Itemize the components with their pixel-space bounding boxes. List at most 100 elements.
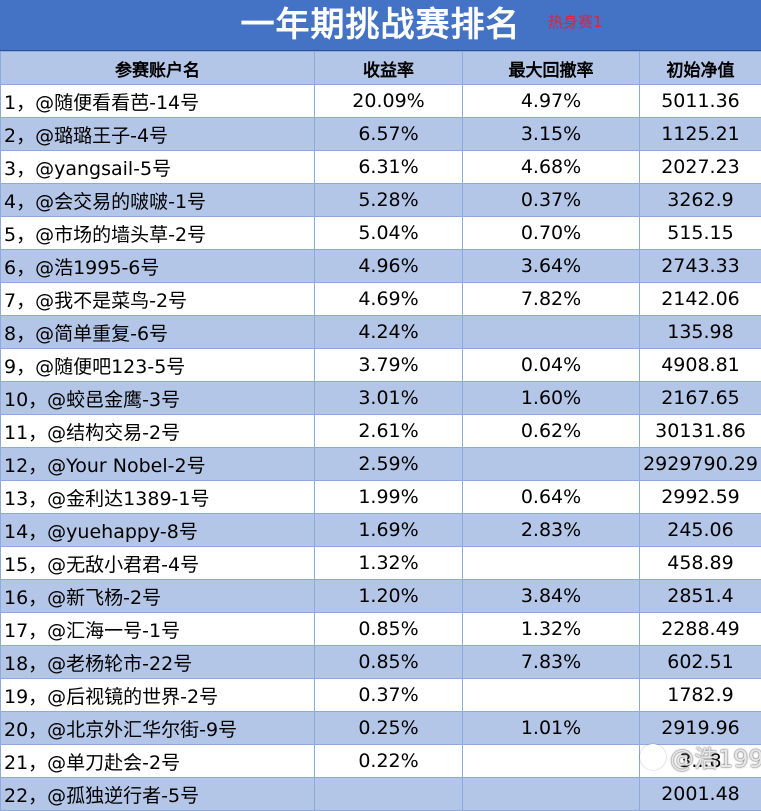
cell-nav: 1125.21 bbox=[640, 118, 761, 151]
cell-nav: 1782.9 bbox=[640, 679, 761, 712]
cell-nav: 4908.81 bbox=[640, 349, 761, 382]
cell-drawdown bbox=[463, 547, 640, 580]
cell-return: 6.57% bbox=[315, 118, 463, 151]
cell-account-name: 1，@随便看看芭-14号 bbox=[1, 85, 315, 118]
cell-drawdown: 3.84% bbox=[463, 580, 640, 613]
cell-nav: 2027.23 bbox=[640, 151, 761, 184]
cell-nav: 3262.9 bbox=[640, 184, 761, 217]
cell-drawdown: 0.70% bbox=[463, 217, 640, 250]
cell-drawdown: 7.83% bbox=[463, 646, 640, 679]
column-header-nav: 初始净值 bbox=[640, 52, 761, 85]
cell-account-name: 12，@Your Nobel-2号 bbox=[1, 448, 315, 481]
cell-return: 2.59% bbox=[315, 448, 463, 481]
cell-nav: 2167.65 bbox=[640, 382, 761, 415]
cell-account-name: 8，@简单重复-6号 bbox=[1, 316, 315, 349]
cell-drawdown: 0.04% bbox=[463, 349, 640, 382]
cell-return: 0.85% bbox=[315, 646, 463, 679]
column-header-account: 参赛账户名 bbox=[1, 52, 315, 85]
cell-drawdown: 4.97% bbox=[463, 85, 640, 118]
cell-nav: 2929790.29 bbox=[640, 448, 761, 481]
title-bar: 一年期挑战赛排名 热身赛1 bbox=[0, 0, 761, 51]
subtitle-badge: 热身赛1 bbox=[548, 12, 603, 32]
header-row: 参赛账户名 收益率 最大回撤率 初始净值 bbox=[1, 52, 761, 85]
cell-account-name: 10，@蛟邑金鹰-3号 bbox=[1, 382, 315, 415]
cell-return: 3.01% bbox=[315, 382, 463, 415]
cell-nav: 458.89 bbox=[640, 547, 761, 580]
watermark: @浩1995 bbox=[640, 744, 761, 774]
cell-return: 1.32% bbox=[315, 547, 463, 580]
cell-return: 1.69% bbox=[315, 514, 463, 547]
cell-account-name: 22，@孤独逆行者-5号 bbox=[1, 778, 315, 811]
cell-account-name: 21，@单刀赴会-2号 bbox=[1, 745, 315, 778]
cell-drawdown: 4.68% bbox=[463, 151, 640, 184]
cell-return: 0.22% bbox=[315, 745, 463, 778]
cell-return: 0.85% bbox=[315, 613, 463, 646]
cell-account-name: 6，@浩1995-6号 bbox=[1, 250, 315, 283]
cell-drawdown: 0.64% bbox=[463, 481, 640, 514]
cell-account-name: 15，@无敌小君君-4号 bbox=[1, 547, 315, 580]
cell-account-name: 3，@yangsail-5号 bbox=[1, 151, 315, 184]
cell-drawdown: 7.82% bbox=[463, 283, 640, 316]
cell-drawdown: 0.37% bbox=[463, 184, 640, 217]
cell-account-name: 2，@璐璐王子-4号 bbox=[1, 118, 315, 151]
cell-drawdown bbox=[463, 745, 640, 778]
column-header-return: 收益率 bbox=[315, 52, 463, 85]
cell-nav: 2001.48 bbox=[640, 778, 761, 811]
cell-nav: 2288.49 bbox=[640, 613, 761, 646]
cell-return: 5.04% bbox=[315, 217, 463, 250]
cell-drawdown: 1.32% bbox=[463, 613, 640, 646]
cell-return: 4.96% bbox=[315, 250, 463, 283]
cell-nav: 515.15 bbox=[640, 217, 761, 250]
cell-nav: 2919.96 bbox=[640, 712, 761, 745]
cell-nav: 2142.06 bbox=[640, 283, 761, 316]
cell-return: 5.28% bbox=[315, 184, 463, 217]
cell-return: 2.61% bbox=[315, 415, 463, 448]
cell-drawdown: 3.64% bbox=[463, 250, 640, 283]
cell-drawdown: 3.15% bbox=[463, 118, 640, 151]
cell-return: 0.25% bbox=[315, 712, 463, 745]
cell-account-name: 17，@汇海一号-1号 bbox=[1, 613, 315, 646]
cell-nav: 30131.86 bbox=[640, 415, 761, 448]
page-title: 一年期挑战赛排名 bbox=[0, 2, 761, 48]
cell-return: 1.99% bbox=[315, 481, 463, 514]
cell-account-name: 4，@会交易的啵啵-1号 bbox=[1, 184, 315, 217]
cell-drawdown bbox=[463, 448, 640, 481]
cell-nav: 245.06 bbox=[640, 514, 761, 547]
watermark-text: @浩1995 bbox=[670, 745, 761, 773]
cell-return: 20.09% bbox=[315, 85, 463, 118]
cell-account-name: 19，@后视镜的世界-2号 bbox=[1, 679, 315, 712]
cell-nav: 2851.4 bbox=[640, 580, 761, 613]
cell-account-name: 11，@结构交易-2号 bbox=[1, 415, 315, 448]
cell-account-name: 18，@老杨轮市-22号 bbox=[1, 646, 315, 679]
cell-account-name: 20，@北京外汇华尔街-9号 bbox=[1, 712, 315, 745]
cell-return: 1.20% bbox=[315, 580, 463, 613]
table-row: 22，@孤独逆行者-5号 2001.48 bbox=[1, 778, 761, 811]
cell-account-name: 5，@市场的墙头草-2号 bbox=[1, 217, 315, 250]
cell-return: 0.37% bbox=[315, 679, 463, 712]
cell-account-name: 9，@随便吧123-5号 bbox=[1, 349, 315, 382]
weibo-logo-icon bbox=[640, 744, 666, 770]
cell-return: 6.31% bbox=[315, 151, 463, 184]
cell-return: 3.79% bbox=[315, 349, 463, 382]
cell-drawdown bbox=[463, 778, 640, 811]
cell-drawdown: 0.62% bbox=[463, 415, 640, 448]
